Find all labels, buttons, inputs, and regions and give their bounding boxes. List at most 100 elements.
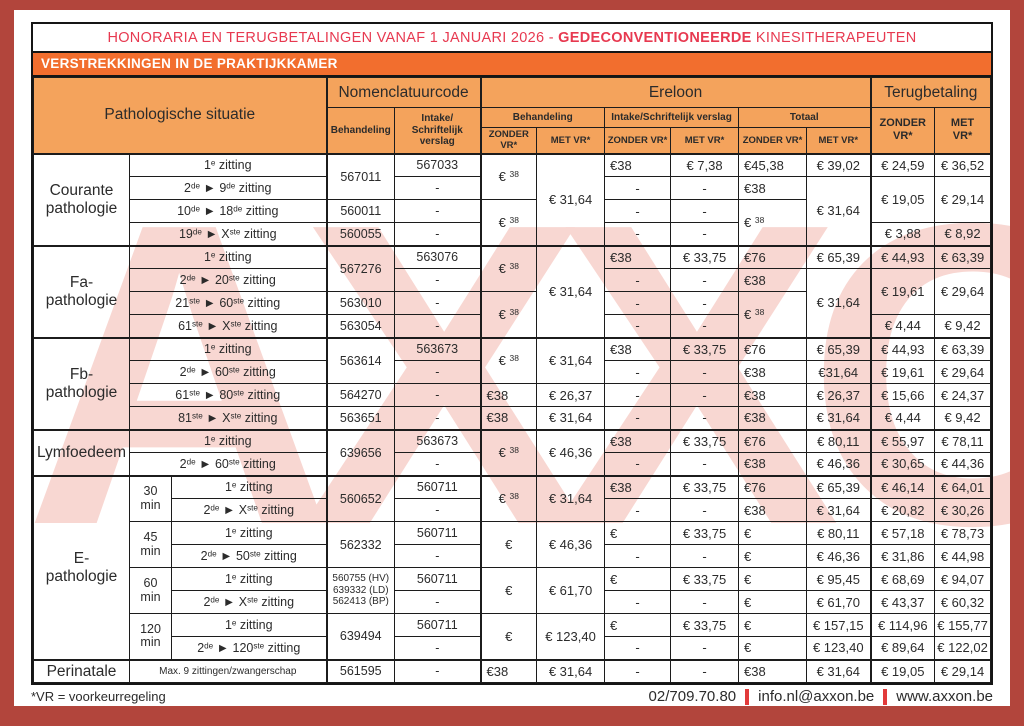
code-cell: 567276 <box>325 244 396 292</box>
page: AXXON HONORARIA EN TERUGBETALINGEN VANAF… <box>14 10 1010 706</box>
empty-cell: - <box>670 268 740 292</box>
value-cell: € 30,65 <box>869 452 936 476</box>
col-header-totaal-zonder-vr: ZONDER VR* <box>738 127 808 154</box>
value-cell: € 9,42 <box>934 314 992 338</box>
value-cell: € 31,64 <box>536 406 606 430</box>
value-cell: € 31,64 <box>536 336 606 384</box>
value-cell: € 63,39 <box>934 336 992 361</box>
empty-cell: - <box>670 222 740 246</box>
value-cell: € 60,32 <box>934 590 992 614</box>
separator-bar-icon <box>883 688 888 705</box>
value-cell: €76 <box>738 474 808 499</box>
code-cell: 639494 <box>325 613 396 660</box>
session-cell: 1e zitting <box>128 152 328 177</box>
value-cell: € 89,64 <box>869 636 936 660</box>
value-cell: € 63,39 <box>934 244 992 269</box>
code-cell: - <box>394 452 482 476</box>
col-header-ereloon-totaal: Totaal <box>738 107 872 128</box>
empty-cell: - <box>670 314 740 338</box>
value-cell: €38 <box>738 406 808 430</box>
table-body: Courante pathologie 1e zitting 567011 56703… <box>33 152 992 683</box>
value-cell: € 8,92 <box>934 222 992 246</box>
value-cell: €38 <box>604 152 672 177</box>
value-cell: € 44,93 <box>869 244 936 269</box>
code-cell: 560055 <box>325 222 396 246</box>
value-cell: € 4,44 <box>869 406 936 430</box>
value-cell: € 55,97 <box>869 428 936 453</box>
pathology-group-label: Courante pathologie <box>33 152 130 246</box>
value-cell: €38 <box>738 176 808 200</box>
value-cell: € <box>479 613 538 660</box>
table-row: 81ste ► Xste zitting 563651- €38 € 31,64- - €… <box>34 406 992 430</box>
col-header-intake-code: Intake/ Schriftelijk verslag <box>394 107 482 154</box>
code-cell: - <box>394 360 482 384</box>
col-header-terugbetaling-zonder-vr: ZONDER VR* <box>869 107 936 154</box>
value-cell: € 31,64 <box>806 658 872 683</box>
value-cell: € 44,98 <box>934 544 992 568</box>
value-cell: € 46,14 <box>869 474 936 499</box>
value-cell: €38 <box>738 383 808 407</box>
value-cell: € 9,42 <box>934 406 992 430</box>
session-cell: 1e zitting <box>170 613 328 637</box>
session-cell: 1e zitting <box>170 474 328 499</box>
duration-cell: 30 min <box>129 474 172 522</box>
session-cell: 1e zitting <box>170 567 328 591</box>
value-cell: € 123,40 <box>536 613 606 660</box>
pathology-group-label: Lymfoedeem <box>33 428 130 476</box>
value-cell: € 31,64 <box>806 176 872 246</box>
value-cell: € 78,73 <box>934 521 992 545</box>
session-cell: 2de ► 120ste zitting <box>170 636 328 660</box>
value-cell: € 29,14 <box>934 176 992 223</box>
value-cell: € <box>604 521 672 545</box>
empty-cell: - <box>604 658 672 683</box>
code-cell: 560711 <box>394 567 482 591</box>
section-banner: VERSTREKKINGEN IN DE PRAKTIJKKAMER <box>33 51 991 77</box>
code-cell: 560711 <box>394 521 482 545</box>
code-cell: - <box>394 291 482 315</box>
value-cell: € 57,18 <box>869 521 936 545</box>
session-cell: 61ste ► 80ste zitting <box>128 383 328 407</box>
code-cell: 563673 <box>394 428 482 453</box>
col-header-terugbetaling: Terugbetaling <box>869 77 992 108</box>
value-cell: € 95,45 <box>806 567 872 591</box>
value-cell: € 61,70 <box>806 590 872 614</box>
table-row: 10de ► 18de zitting 560011- € 38- - € 38 <box>34 199 991 246</box>
code-cell: - <box>394 498 482 522</box>
empty-cell: - <box>604 360 672 384</box>
empty-cell: - <box>670 360 740 384</box>
table-row: 2de ► Xste zitting - - - € € 61,70 € 43,37 € 60… <box>34 590 992 614</box>
code-cell: 560011 <box>325 199 396 223</box>
value-cell: € 29,64 <box>934 360 992 384</box>
document-box: HONORARIA EN TERUGBETALINGEN VANAF 1 JAN… <box>31 22 993 685</box>
value-cell: € 64,01 <box>934 474 992 499</box>
value-cell: € 38 <box>479 199 538 246</box>
value-cell: € 61,70 <box>536 567 606 614</box>
value-cell: € 26,37 <box>806 383 872 407</box>
session-cell: 1e zitting <box>128 244 328 269</box>
empty-cell: - <box>670 544 740 568</box>
session-cell: 1e zitting <box>128 428 328 453</box>
value-cell: € 36,52 <box>934 152 992 177</box>
value-cell: € <box>738 636 808 660</box>
empty-cell: - <box>604 176 672 200</box>
table-row: 45 min 1e zitting 562332 560711 € € 46,36 € € 3… <box>34 521 992 568</box>
col-header-behandeling-zonder-vr: ZONDER VR* <box>479 127 538 154</box>
code-cell: - <box>394 176 482 200</box>
col-header-ereloon-intake: Intake/Schriftelijk verslag <box>604 107 740 128</box>
empty-cell: - <box>604 314 672 338</box>
pathology-group-label: Fa- pathologie <box>33 244 130 338</box>
value-cell: € 33,75 <box>670 521 740 545</box>
value-cell: € 38 <box>479 474 538 522</box>
value-cell: € 78,11 <box>934 428 992 453</box>
session-cell: 81ste ► Xste zitting <box>128 406 328 430</box>
value-cell: € 46,36 <box>806 452 872 476</box>
empty-cell: - <box>670 498 740 522</box>
empty-cell: - <box>604 291 672 315</box>
session-cell: 2de ► Xste zitting <box>170 590 328 614</box>
value-cell: €31,64 <box>806 360 872 384</box>
separator-bar-icon <box>745 688 750 705</box>
empty-cell: - <box>670 590 740 614</box>
value-cell: € 31,64 <box>536 474 606 522</box>
empty-cell: - <box>604 544 672 568</box>
col-header-totaal-met-vr: MET VR* <box>806 127 872 154</box>
